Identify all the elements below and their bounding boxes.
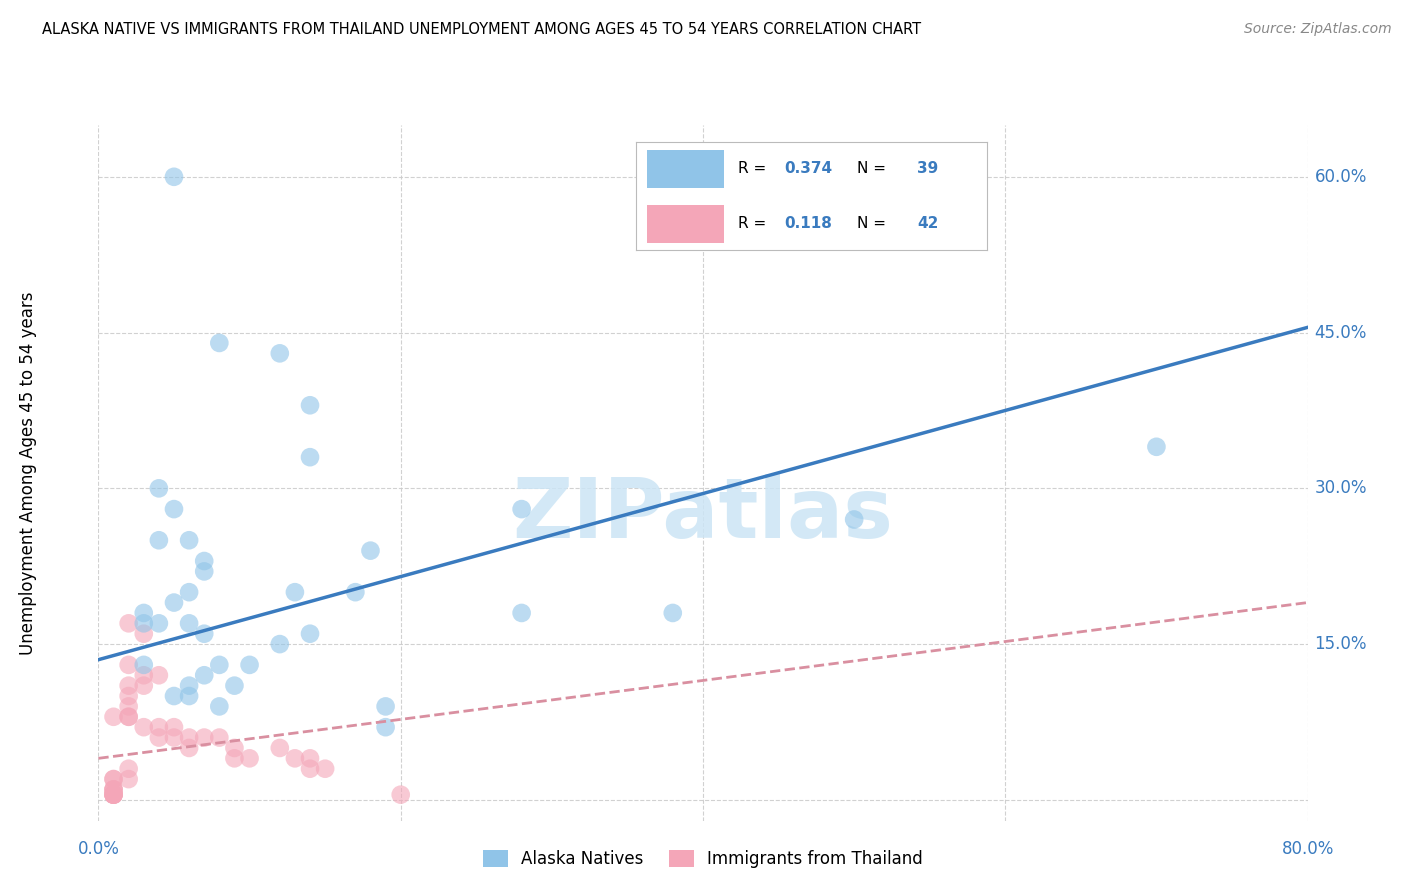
Point [148,720,170,734]
Point [132,720,155,734]
Point [284,585,307,599]
Legend: Alaska Natives, Immigrants from Thailand: Alaska Natives, Immigrants from Thailand [477,843,929,875]
Point [103,772,125,786]
Text: ZIPatlas: ZIPatlas [513,474,893,555]
Point [118,710,141,724]
Point [132,606,155,620]
Text: 45.0%: 45.0% [1315,324,1367,342]
Point [163,502,186,516]
Point [103,788,125,802]
Text: Unemployment Among Ages 45 to 54 years: Unemployment Among Ages 45 to 54 years [20,291,37,655]
Point [360,543,382,558]
Point [193,565,215,579]
Point [344,585,367,599]
Point [193,626,215,640]
Point [148,481,170,495]
Point [177,616,201,631]
Point [239,751,262,765]
Point [118,679,141,693]
Point [148,533,170,548]
Point [299,626,322,640]
Point [118,657,141,672]
Point [118,689,141,703]
Point [224,751,246,765]
Point [163,689,186,703]
Point [103,788,125,802]
Point [132,616,155,631]
Point [269,346,291,360]
Point [208,731,231,745]
Point [103,772,125,786]
Point [299,762,322,776]
Point [224,741,246,756]
Point [510,606,533,620]
Point [299,751,322,765]
Point [132,657,155,672]
Point [193,554,215,568]
Point [103,788,125,802]
Point [177,741,201,756]
Point [132,679,155,693]
Point [163,169,186,184]
Text: 60.0%: 60.0% [1315,168,1367,186]
Point [224,679,246,693]
Point [1144,440,1167,454]
Point [299,398,322,412]
Point [208,335,231,350]
Point [118,762,141,776]
Text: Source: ZipAtlas.com: Source: ZipAtlas.com [1244,22,1392,37]
Point [163,720,186,734]
Point [132,668,155,682]
Point [163,731,186,745]
Point [239,657,262,672]
Text: 0.0%: 0.0% [77,840,120,858]
Point [193,668,215,682]
Text: 15.0%: 15.0% [1315,635,1367,653]
Point [208,657,231,672]
Point [510,502,533,516]
Point [103,782,125,797]
Point [103,782,125,797]
Point [148,668,170,682]
Text: 30.0%: 30.0% [1315,479,1367,498]
Point [374,720,396,734]
Point [284,751,307,765]
Point [118,616,141,631]
Point [193,731,215,745]
Point [103,782,125,797]
Point [269,637,291,651]
Point [844,512,866,526]
Point [163,596,186,610]
Point [208,699,231,714]
Point [299,450,322,465]
Point [177,585,201,599]
Text: 80.0%: 80.0% [1281,840,1334,858]
Point [374,699,396,714]
Point [103,788,125,802]
Point [118,772,141,786]
Point [118,699,141,714]
Point [118,710,141,724]
Point [177,731,201,745]
Point [103,710,125,724]
Point [661,606,683,620]
Text: ALASKA NATIVE VS IMMIGRANTS FROM THAILAND UNEMPLOYMENT AMONG AGES 45 TO 54 YEARS: ALASKA NATIVE VS IMMIGRANTS FROM THAILAN… [42,22,921,37]
Point [177,533,201,548]
Point [389,788,412,802]
Point [103,788,125,802]
Point [177,689,201,703]
Point [177,679,201,693]
Point [132,626,155,640]
Point [314,762,336,776]
Point [269,741,291,756]
Point [148,731,170,745]
Point [148,616,170,631]
